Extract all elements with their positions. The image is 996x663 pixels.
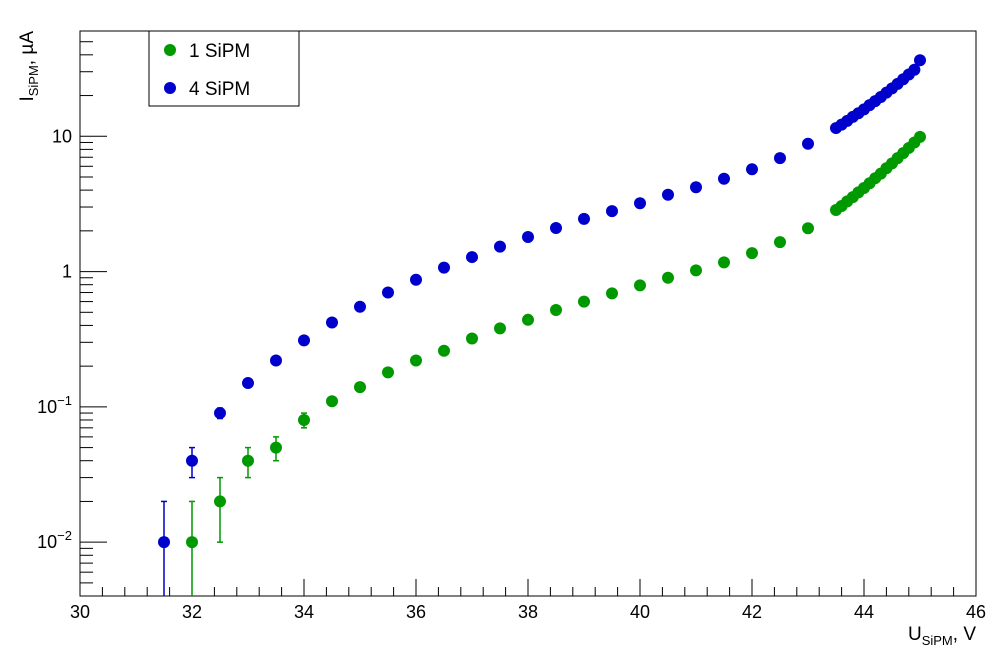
legend-marker-1-sipm (164, 44, 176, 56)
y-tick-label: 10−1 (37, 393, 72, 417)
data-point (606, 205, 618, 218)
data-point (438, 344, 450, 357)
data-point (914, 54, 926, 67)
legend-label-1-sipm: 1 SiPM (189, 41, 250, 62)
data-point (382, 366, 394, 379)
legend-label-4-sipm: 4 SiPM (189, 79, 250, 100)
y-axis: 10−2 10−1 1 10 (37, 30, 107, 597)
data-point (186, 536, 198, 549)
data-point (326, 316, 338, 329)
data-point (690, 264, 702, 277)
legend-box (148, 30, 300, 107)
x-tick-label: 46 (966, 602, 986, 622)
data-point (242, 454, 254, 467)
x-tick-label: 32 (182, 602, 202, 622)
x-tick-label: 42 (742, 602, 762, 622)
x-tick-label: 44 (854, 602, 874, 622)
x-tick-label: 34 (294, 602, 314, 622)
legend-marker-4-sipm (164, 82, 176, 94)
data-point (326, 395, 338, 408)
data-point (550, 221, 562, 234)
data-point (718, 256, 730, 269)
data-point (466, 332, 478, 345)
y-tick-label: 10 (52, 126, 72, 146)
data-point (634, 279, 646, 292)
data-point (774, 152, 786, 165)
data-point (634, 197, 646, 210)
data-point (494, 322, 506, 335)
data-point (270, 441, 282, 454)
data-point (270, 354, 282, 367)
data-point (494, 240, 506, 253)
data-point (578, 295, 590, 308)
x-axis-title: USiPM, V (908, 624, 976, 648)
data-point (802, 222, 814, 235)
data-point (908, 63, 921, 76)
data-point (662, 271, 674, 284)
data-point (214, 495, 226, 508)
data-point (158, 536, 170, 549)
data-point (746, 163, 758, 176)
data-point (214, 407, 226, 420)
data-point (718, 172, 730, 185)
data-point (914, 130, 926, 143)
x-tick-label: 40 (630, 602, 650, 622)
plot-frame (79, 30, 977, 597)
y-axis-title: ISiPM, µA (17, 31, 41, 102)
data-point (746, 247, 758, 260)
data-point (690, 181, 702, 194)
data-point (382, 286, 394, 299)
data-point (298, 413, 310, 426)
data-point (466, 251, 478, 264)
legend: 1 SiPM 4 SiPM (148, 30, 300, 107)
data-point (774, 236, 786, 249)
data-point (802, 137, 814, 150)
data-point (578, 212, 590, 225)
data-point (186, 454, 198, 467)
y-tick-label: 10−2 (37, 528, 72, 552)
data-point (354, 300, 366, 313)
x-axis: 30 32 34 36 38 40 42 44 46 (70, 579, 986, 622)
x-tick-label: 38 (518, 602, 538, 622)
data-point (298, 334, 310, 347)
data-point (606, 287, 618, 300)
data-point (410, 354, 422, 367)
data-point (242, 377, 254, 390)
x-tick-label: 30 (70, 602, 90, 622)
y-tick-label: 1 (62, 262, 72, 282)
data-point (550, 303, 562, 316)
data-point (410, 273, 422, 286)
x-tick-label: 36 (406, 602, 426, 622)
data-point (354, 381, 366, 394)
data-point (438, 261, 450, 274)
data-point (522, 313, 534, 326)
series-4-sipm (158, 54, 926, 596)
series-1-sipm (186, 130, 926, 596)
data-point (522, 231, 534, 244)
data-series (158, 54, 926, 596)
data-point (662, 188, 674, 201)
